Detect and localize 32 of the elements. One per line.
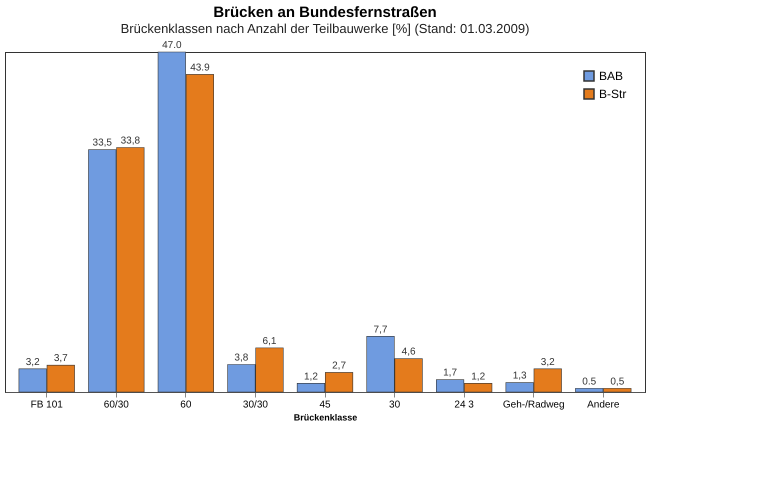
x-tick-label: Geh-/Radweg [502,400,565,410]
data-label: 3,8 [234,352,249,364]
legend-label: B-Str [599,87,626,101]
data-label: 7,7 [374,324,388,336]
data-label: 0,5 [610,376,625,388]
data-label: 3,7 [54,353,68,364]
data-label: 1,2 [304,371,318,382]
x-tick-label: 30/30 [242,400,268,410]
x-tick-label: FB 101 [30,400,64,410]
data-label: 43.9 [190,62,210,74]
x-tick-label: 60/30 [104,400,130,410]
x-tick-label: Andere [587,400,620,410]
x-tick-label: 24 3 [454,400,474,410]
legend-label: BAB [599,69,624,83]
data-label: 4,6 [402,346,416,358]
data-label: 3,2 [26,356,40,368]
chart-subtitle: Brückenklassen nach Anzahl der Teilbauwerke [%] (Stand: 01.03.2009) [120,21,530,36]
data-label: 1,3 [512,370,528,382]
x-tick-label: 30 [389,400,401,410]
data-label: 6,1 [262,336,277,347]
x-tick-label: 60 [180,400,192,410]
data-label: 3,2 [540,356,556,368]
data-label: 47.0 [162,40,182,51]
data-label: 1,2 [471,371,486,382]
data-label: 33,5 [92,138,112,149]
data-label: 33,8 [120,135,141,146]
data-label: 1,7 [443,368,458,379]
data-label: 2,7 [332,360,346,372]
x-tick-label: 45 [319,400,331,410]
chart-title: Brücken an Bundesfernstraßen [213,4,437,21]
x-axis-title: Brückenklasse [294,412,358,422]
data-label: 0.5 [582,376,597,388]
